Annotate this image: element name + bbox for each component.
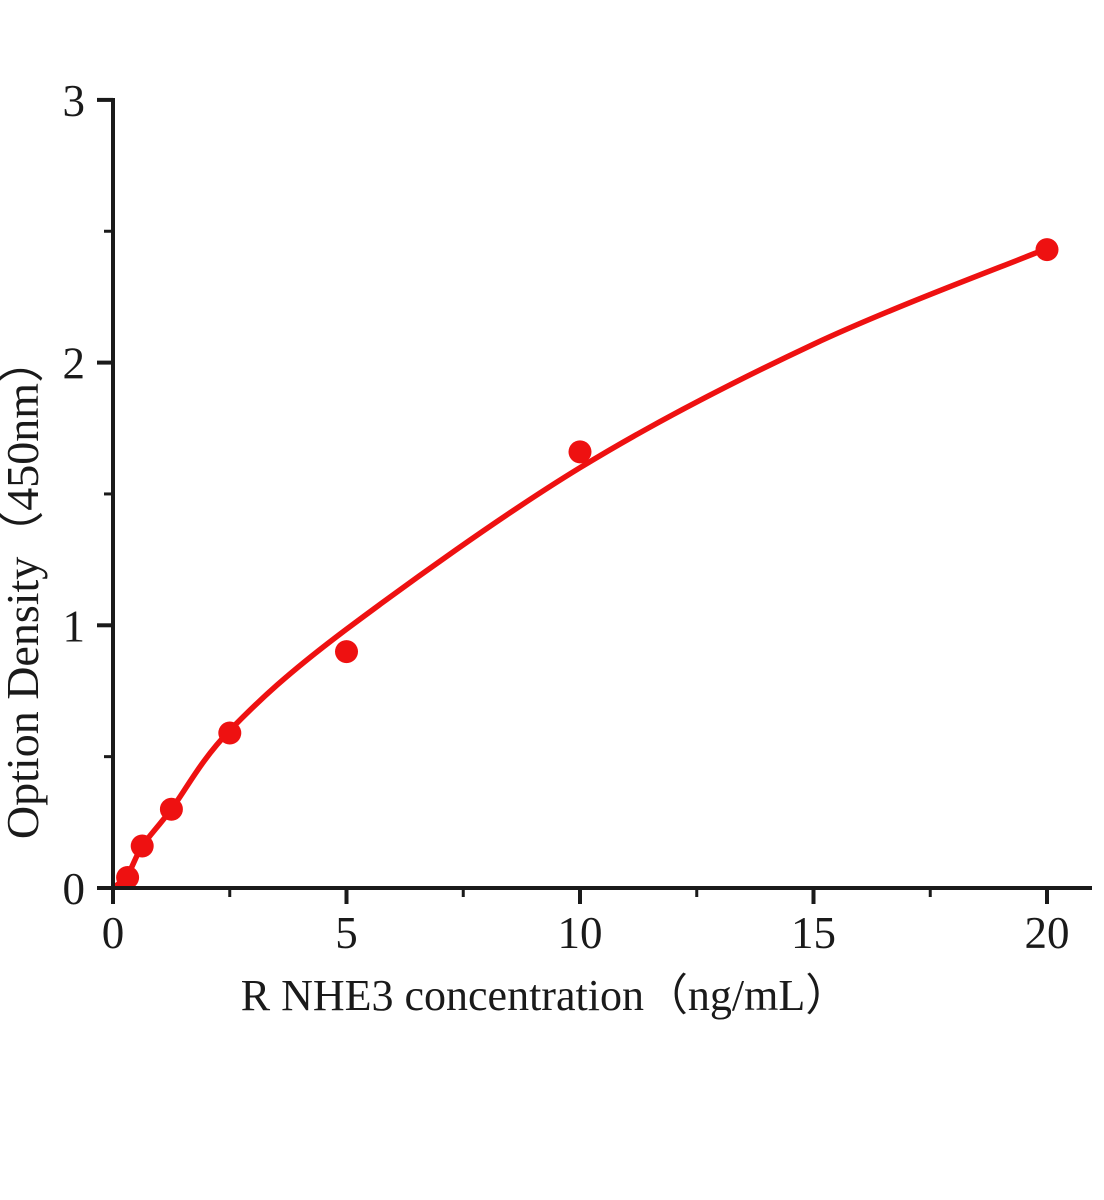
y-axis-tick-labels: 0 1 2 3	[63, 76, 86, 914]
data-points	[116, 238, 1059, 889]
x-axis-tick-labels: 0 5 10 15 20	[102, 908, 1070, 958]
trend-curve	[110, 246, 1047, 891]
x-tick-label: 5	[335, 908, 358, 958]
x-tick-label: 0	[102, 908, 125, 958]
data-point-marker	[116, 866, 140, 889]
y-tick-label: 3	[63, 76, 86, 126]
x-tick-label: 15	[791, 908, 836, 958]
x-tick-label: 20	[1025, 908, 1070, 958]
data-point-marker	[159, 797, 183, 821]
y-tick-label: 0	[63, 864, 86, 914]
data-point-marker	[130, 834, 154, 858]
x-axis-ticks	[111, 888, 1049, 904]
axes	[111, 98, 1092, 890]
data-point-marker	[1035, 238, 1059, 262]
y-tick-label: 1	[63, 601, 86, 651]
x-tick-label: 10	[558, 908, 603, 958]
x-axis-title: R NHE3 concentration（ng/mL）	[241, 971, 850, 1020]
data-point-marker	[335, 640, 358, 664]
y-axis-title: Option Density（450nm）	[0, 337, 48, 839]
data-point-marker	[568, 440, 592, 464]
y-tick-label: 2	[63, 339, 86, 389]
y-axis-ticks	[97, 97, 113, 890]
data-point-marker	[218, 721, 242, 745]
